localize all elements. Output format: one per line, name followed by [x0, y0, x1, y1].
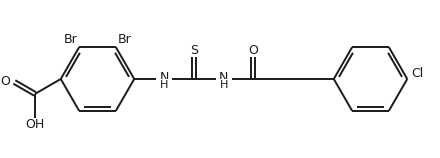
Text: O: O [249, 44, 258, 57]
Text: OH: OH [26, 118, 44, 131]
Text: N: N [159, 70, 169, 84]
Text: Br: Br [118, 33, 132, 46]
Text: H: H [160, 80, 168, 90]
Text: N: N [219, 70, 228, 84]
Text: Br: Br [63, 33, 77, 46]
Text: H: H [220, 80, 228, 90]
Text: Cl: Cl [411, 67, 423, 79]
Text: O: O [0, 76, 11, 88]
Text: S: S [190, 44, 198, 57]
